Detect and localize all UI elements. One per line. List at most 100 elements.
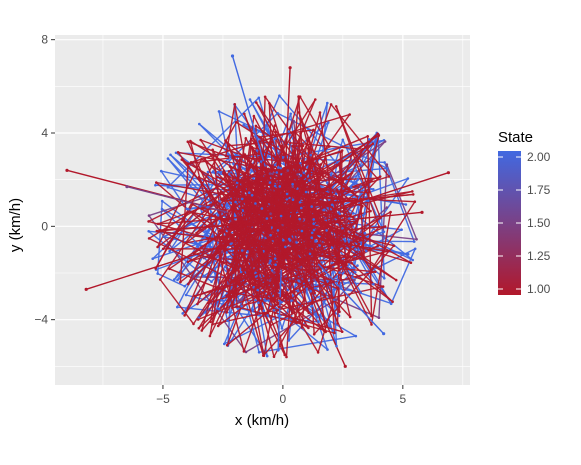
trajectory-point (250, 272, 254, 275)
trajectory-point (300, 282, 303, 286)
trajectory-point (283, 237, 287, 240)
trajectory-point (231, 290, 234, 294)
trajectory-point (285, 269, 289, 273)
trajectory-segment (189, 140, 245, 352)
trajectory-point (240, 181, 243, 184)
trajectory-point (271, 172, 274, 176)
trajectory-point (273, 311, 277, 315)
trajectory-point (296, 273, 300, 277)
trajectory-segment (156, 181, 354, 218)
trajectory-point (254, 202, 257, 205)
trajectory-point (269, 324, 272, 327)
trajectory-segment (160, 170, 188, 210)
trajectory-point (221, 187, 225, 190)
trajectory-point (236, 300, 240, 304)
trajectory-segment (247, 171, 353, 239)
trajectory-point (292, 223, 295, 226)
trajectory-point (253, 281, 257, 285)
trajectory-point (184, 293, 188, 297)
trajectory-point (378, 175, 382, 178)
x-tick-label: −5 (156, 392, 170, 406)
trajectory-point (298, 242, 302, 246)
trajectory-point (202, 256, 206, 260)
trajectory-point (310, 236, 314, 239)
trajectory-point (258, 135, 261, 139)
trajectory-point (239, 270, 243, 274)
trajectory-point (233, 103, 237, 106)
trajectory-point (245, 195, 249, 198)
trajectory-point (319, 163, 323, 166)
trajectory-point (253, 130, 256, 134)
trajectory-point (273, 124, 277, 127)
trajectory-point (280, 301, 283, 304)
outlier-point (446, 171, 451, 175)
trajectory-segment (179, 163, 189, 283)
trajectory-point (265, 217, 269, 220)
legend-ticks: 2.00 1.75 1.50 1.25 1.00 (498, 150, 551, 296)
trajectory-point (359, 291, 363, 294)
trajectory-segment (290, 142, 364, 150)
trajectory-point (252, 214, 255, 218)
trajectory-point (224, 265, 227, 268)
trajectory-point (269, 212, 272, 215)
trajectory-point (218, 229, 222, 233)
trajectory-point (155, 229, 159, 233)
trajectory-point (312, 269, 316, 272)
trajectory-point (334, 298, 338, 302)
trajectory-segment (390, 248, 416, 305)
trajectory-point (260, 207, 264, 210)
trajectory-point (311, 257, 315, 261)
trajectory-point (192, 322, 195, 326)
trajectory-point (372, 282, 375, 286)
trajectory-point (327, 121, 330, 124)
trajectory-point (227, 170, 231, 173)
trajectory-point (338, 271, 341, 274)
trajectory-point (294, 186, 298, 189)
trajectory-point (210, 280, 213, 284)
trajectory-point (327, 201, 330, 205)
trajectory-point (197, 176, 201, 179)
trajectory-point (321, 173, 324, 177)
trajectory-point (337, 200, 341, 204)
trajectory-point (287, 204, 291, 207)
trajectory-point (415, 238, 418, 241)
trajectory-point (280, 207, 284, 210)
trajectory-point (265, 173, 268, 177)
trajectory-point (159, 169, 163, 173)
trajectory-point (169, 153, 172, 157)
trajectory-point (267, 154, 270, 158)
trajectory-point (353, 221, 357, 225)
trajectory-segment (266, 215, 305, 238)
trajectory-segment (207, 171, 353, 304)
trajectory-point (268, 228, 272, 231)
outlier-point (276, 348, 280, 352)
trajectory-point (244, 350, 248, 354)
trajectory-point (363, 231, 367, 235)
trajectory-point (266, 293, 269, 297)
trajectory-point (217, 307, 221, 311)
trajectory-segment (273, 245, 379, 303)
trajectory-point (191, 275, 195, 279)
outlier-segment (277, 269, 282, 351)
trajectory-point (341, 235, 344, 238)
trajectory-point (274, 213, 278, 217)
trajectory-point (285, 355, 288, 359)
trajectory-point (247, 191, 251, 194)
trajectory-point (173, 278, 176, 281)
legend-colorbar (498, 151, 521, 295)
trajectory-point (301, 159, 304, 162)
trajectory-point (242, 256, 245, 259)
trajectory-point (224, 284, 228, 287)
trajectory-point (367, 138, 371, 141)
trajectory-point (274, 263, 277, 267)
trajectory-point (336, 287, 340, 291)
trajectory-point (272, 235, 275, 239)
trajectory-point (256, 246, 260, 249)
trajectory-segment (247, 237, 253, 274)
trajectory-point (189, 161, 193, 164)
trajectory-point (209, 320, 212, 324)
trajectory-segment (212, 285, 384, 325)
trajectory-point (318, 193, 322, 196)
trajectory-point (235, 181, 239, 185)
trajectory-point (299, 132, 302, 135)
